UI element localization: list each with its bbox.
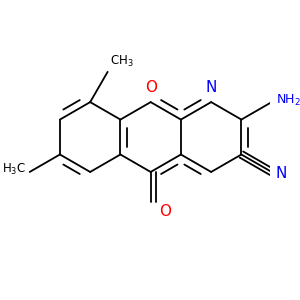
- Text: CH$_3$: CH$_3$: [110, 54, 133, 69]
- Text: N: N: [276, 167, 287, 182]
- Text: N: N: [206, 80, 217, 95]
- Text: O: O: [159, 204, 171, 219]
- Text: O: O: [145, 80, 157, 95]
- Text: H$_3$C: H$_3$C: [2, 161, 26, 176]
- Text: NH$_2$: NH$_2$: [276, 93, 300, 108]
